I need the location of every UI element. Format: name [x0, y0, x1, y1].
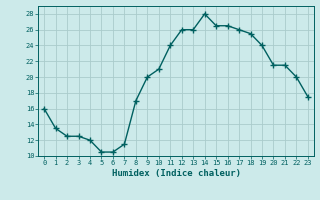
X-axis label: Humidex (Indice chaleur): Humidex (Indice chaleur) [111, 169, 241, 178]
